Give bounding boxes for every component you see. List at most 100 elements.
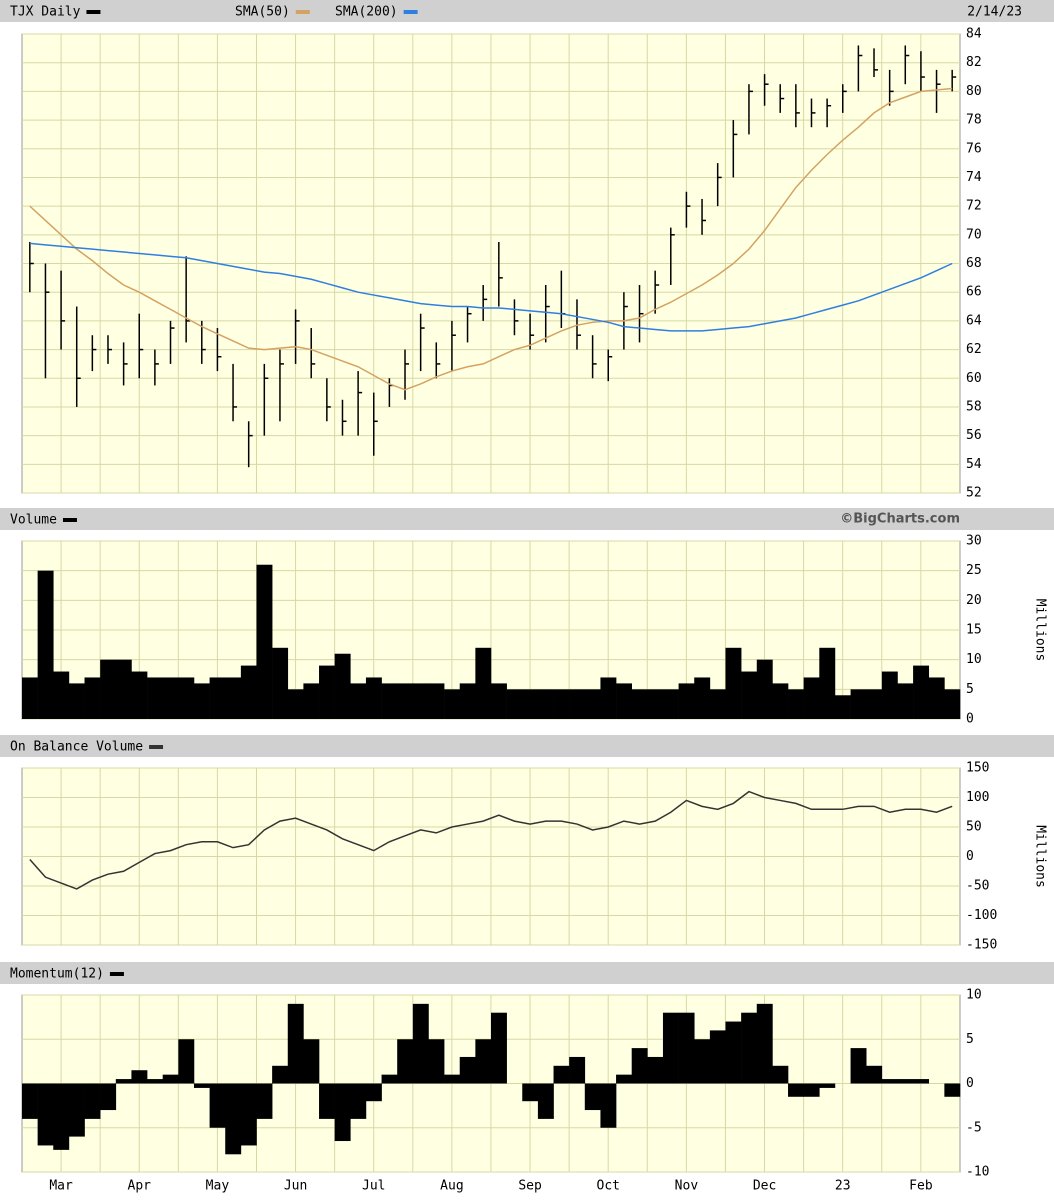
y-tick-label: 5 xyxy=(966,1032,974,1047)
bar xyxy=(475,647,492,719)
bar xyxy=(444,1074,461,1084)
bar xyxy=(303,1039,320,1084)
y-tick-label: -10 xyxy=(966,1165,989,1180)
bar xyxy=(272,1065,289,1084)
bar xyxy=(819,647,836,719)
bar xyxy=(37,570,54,719)
bar xyxy=(287,1003,304,1084)
bar xyxy=(131,1070,148,1084)
bar xyxy=(22,677,38,719)
bar xyxy=(37,1083,54,1146)
bar xyxy=(553,689,570,719)
bar xyxy=(662,689,679,719)
y-tick-label: 25 xyxy=(966,563,982,578)
bar xyxy=(240,665,257,719)
bar xyxy=(819,1083,836,1088)
bar xyxy=(334,1083,351,1142)
bar xyxy=(569,1056,586,1084)
bar xyxy=(256,564,273,719)
bar xyxy=(866,1065,883,1084)
bar xyxy=(162,677,179,719)
legend-swatch xyxy=(403,10,418,14)
x-tick-label: Jul xyxy=(362,1179,385,1194)
bar xyxy=(850,1048,867,1084)
bar xyxy=(803,1083,820,1097)
series-line xyxy=(29,790,953,890)
bar xyxy=(803,677,820,719)
bar xyxy=(866,689,883,719)
y-tick-label: 84 xyxy=(966,27,982,42)
bar xyxy=(694,677,711,719)
legend-label: On Balance Volume xyxy=(10,740,143,755)
bar xyxy=(100,659,117,719)
legend-label: Momentum(12) xyxy=(10,967,104,982)
bar xyxy=(397,683,414,719)
bar xyxy=(459,1056,476,1084)
bar xyxy=(22,1083,38,1119)
bar xyxy=(709,1030,726,1084)
bar xyxy=(178,677,195,719)
header-bar xyxy=(0,508,1054,530)
x-tick-label: Jun xyxy=(284,1179,307,1194)
bar xyxy=(600,1083,617,1128)
bar xyxy=(240,1083,257,1146)
bar xyxy=(162,1074,179,1084)
bar xyxy=(537,689,554,719)
legend-swatch xyxy=(295,10,310,14)
bar xyxy=(725,1021,742,1084)
bar xyxy=(584,689,601,719)
x-tick-label: May xyxy=(206,1179,230,1194)
bar xyxy=(616,683,632,719)
bar xyxy=(522,689,539,719)
y-tick-label: 70 xyxy=(966,227,982,242)
x-tick-label: 23 xyxy=(835,1179,851,1194)
x-tick-label: Mar xyxy=(49,1179,73,1194)
legend-label: SMA(200) xyxy=(335,5,398,20)
bar xyxy=(319,665,335,719)
bar xyxy=(287,689,304,719)
bar xyxy=(537,1083,554,1119)
bar xyxy=(225,677,242,719)
y-tick-label: 52 xyxy=(966,486,982,501)
bar xyxy=(897,1079,914,1084)
legend-label: TJX Daily xyxy=(10,5,81,20)
source-label: ©BigCharts.com xyxy=(840,512,960,527)
bar xyxy=(428,683,445,719)
bar xyxy=(115,659,132,719)
bar xyxy=(115,1079,132,1084)
bar xyxy=(522,1083,539,1102)
y-tick-label: 150 xyxy=(966,761,989,776)
bar xyxy=(193,683,210,719)
y-tick-label: 74 xyxy=(966,170,982,185)
legend-swatch xyxy=(62,518,77,522)
legend-swatch xyxy=(109,972,124,976)
x-tick-label: Feb xyxy=(909,1179,933,1194)
bar xyxy=(913,1079,930,1084)
bar xyxy=(834,695,851,719)
y-tick-label: -5 xyxy=(966,1120,982,1135)
series-line xyxy=(29,87,953,391)
header-bar xyxy=(0,962,1054,984)
bar xyxy=(631,1048,648,1084)
bar xyxy=(584,1083,601,1111)
bar xyxy=(772,683,789,719)
bar xyxy=(881,671,898,719)
y-tick-label: 100 xyxy=(966,790,989,805)
y-tick-label: 66 xyxy=(966,285,982,300)
bar xyxy=(678,683,695,719)
bar xyxy=(68,683,85,719)
legend-swatch xyxy=(86,10,101,14)
bar xyxy=(209,1083,226,1128)
bar xyxy=(662,1012,679,1084)
bar xyxy=(412,683,429,719)
bar xyxy=(272,647,289,719)
bar xyxy=(84,677,101,719)
bar xyxy=(397,1039,414,1084)
bar xyxy=(631,689,648,719)
y-axis-label: Millions xyxy=(1033,599,1048,662)
y-axis-label: Millions xyxy=(1033,825,1048,888)
y-tick-label: 15 xyxy=(966,623,982,638)
y-tick-label: 80 xyxy=(966,84,982,99)
bar xyxy=(756,659,773,719)
